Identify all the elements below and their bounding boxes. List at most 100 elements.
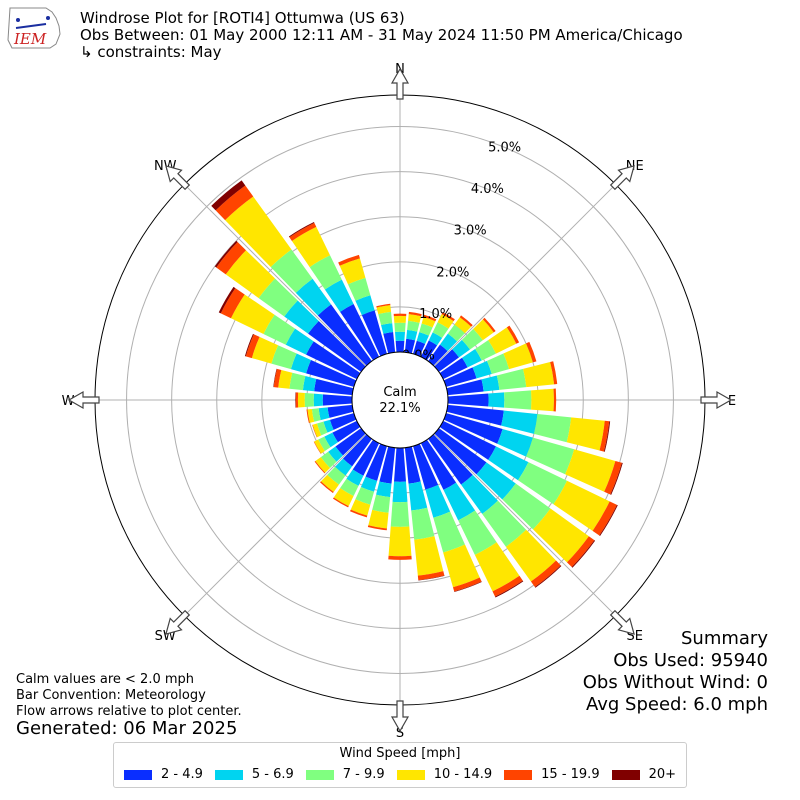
bar-dir150-bin0: [420, 439, 457, 490]
bar-dir60-bin2: [475, 340, 496, 361]
radial-tick-label-4: 4.0%: [471, 182, 504, 197]
bar-dir170-bin1: [408, 481, 428, 511]
bar-dir310-bin2: [258, 278, 298, 317]
bar-dir300-bin4: [220, 288, 245, 319]
flow-arrow-s: [390, 700, 410, 733]
bar-dir250-bin2: [316, 421, 328, 436]
radial-tick-label-2: 2.0%: [436, 265, 469, 280]
bar-dir350-bin1: [381, 323, 394, 334]
bar-dir150-bin4: [492, 575, 523, 597]
bar-dir310-bin3: [225, 250, 276, 299]
bar-dir290-bin2: [271, 345, 297, 370]
bar-dir90-bin2: [504, 390, 532, 410]
direction-label-e: E: [728, 394, 736, 409]
bar-dir0-bin2: [394, 322, 406, 332]
legend-swatch-2: [305, 769, 334, 780]
direction-label-s: S: [396, 726, 404, 741]
bar-dir100-bin3: [566, 417, 605, 451]
legend-swatch-1: [214, 769, 243, 780]
flow-arrow-se: [609, 609, 635, 635]
bar-dir70-bin0: [443, 367, 477, 387]
bar-dir100-bin5: [603, 421, 611, 452]
summary: Summary Obs Used: 95940 Obs Without Wind…: [583, 628, 768, 716]
bar-dir340-bin2: [347, 277, 371, 301]
bar-dir310-bin1: [284, 300, 319, 334]
bar-dir300-bin1: [285, 328, 314, 355]
bar-dir320-bin4: [215, 185, 254, 221]
bar-dir50-bin4: [482, 317, 496, 333]
bar-dir300-bin2: [263, 314, 296, 345]
grid-spoke-1: [399, 183, 617, 401]
bar-dir340-bin0: [361, 310, 387, 357]
legend-label-2: 7 - 9.9: [342, 767, 385, 782]
bar-dir130-bin0: [434, 428, 487, 475]
bar-dir330-bin4: [289, 222, 317, 241]
bar-dir90-bin3: [531, 388, 554, 412]
bar-dir80-bin1: [481, 375, 500, 392]
calm-center: Calm 22.1%: [351, 351, 449, 449]
bar-dir140-bin0: [428, 434, 473, 485]
bar-dir320-bin1: [295, 278, 332, 316]
bar-dir170-bin0: [404, 446, 421, 484]
bar-dir190-bin2: [372, 494, 391, 513]
bar-dir250-bin0: [329, 413, 357, 430]
bar-dir150-bin2: [458, 510, 497, 555]
legend-item-1: 5 - 6.9: [214, 767, 294, 782]
bar-dir230-bin3: [315, 457, 331, 473]
bar-dir220-bin0: [342, 434, 372, 467]
flow-note: Flow arrows relative to plot center.: [16, 704, 242, 719]
flow-arrow-nw: [165, 165, 191, 191]
radial-tick-label-1: 1.0%: [419, 307, 452, 322]
bar-dir330-bin5: [288, 222, 315, 238]
grid-spoke-7: [183, 183, 401, 401]
bar-dir160-bin0: [413, 443, 439, 490]
legend-item-4: 15 - 19.9: [504, 767, 600, 782]
bar-dir210-bin2: [340, 478, 359, 496]
grid-spoke-5: [183, 399, 401, 617]
chart-title: Windrose Plot for [ROTI4] Ottumwa (US 63…: [80, 9, 405, 27]
bar-dir300-bin3: [230, 294, 275, 334]
bar-dir110-bin4: [604, 460, 622, 495]
bar-dir100-bin2: [533, 413, 572, 443]
bar-dir180-bin0: [394, 447, 406, 482]
bar-dir330-bin0: [340, 304, 380, 361]
bar-dir130-bin1: [476, 462, 516, 500]
bar-dir80-bin3: [523, 362, 555, 388]
bar-dir180-bin1: [392, 481, 408, 503]
bar-dir200-bin3: [350, 499, 371, 516]
bar-dir310-bin5: [214, 240, 238, 268]
bar-dir130-bin2: [502, 483, 551, 530]
bar-dir160-bin3: [443, 544, 480, 588]
legend-item-5: 20+: [611, 767, 676, 782]
bar-dir160-bin5: [454, 581, 482, 592]
bar-dir240-bin0: [332, 420, 361, 443]
bar-dir200-bin2: [355, 486, 375, 505]
legend-swatch-5: [611, 769, 640, 780]
bar-dir10-bin2: [407, 320, 420, 332]
bar-dir130-bin3: [533, 508, 589, 563]
bar-dir140-bin2: [482, 500, 527, 547]
bar-dir80-bin4: [550, 361, 558, 385]
bar-dir0-bin3: [393, 315, 407, 323]
bar-dir150-bin3: [474, 542, 520, 592]
legend-label-0: 2 - 4.9: [160, 767, 203, 782]
bar-dir270-bin4: [295, 392, 299, 408]
bar-dir20-bin3: [421, 316, 436, 328]
bar-dir170-bin5: [418, 575, 445, 581]
bar-dir270-bin2: [304, 393, 314, 407]
bar-dir280-bin5: [273, 368, 277, 388]
bar-dir170-bin4: [417, 571, 445, 581]
bar-dir0-bin4: [393, 313, 407, 317]
bar-dir320-bin5: [211, 180, 246, 211]
legend-swatch-3: [396, 769, 425, 780]
bar-dir100-bin0: [446, 404, 504, 426]
bar-dir350-bin3: [376, 305, 392, 315]
bar-dir280-bin0: [314, 378, 354, 396]
bar-dir190-bin1: [376, 481, 392, 498]
bar-dir230-bin0: [335, 428, 366, 456]
bar-dir30-bin3: [437, 314, 454, 329]
bar-dir210-bin3: [333, 488, 354, 507]
bar-dir240-bin3: [314, 439, 325, 454]
flow-arrow-sw: [165, 609, 191, 635]
bar-dir260-bin4: [306, 409, 310, 424]
